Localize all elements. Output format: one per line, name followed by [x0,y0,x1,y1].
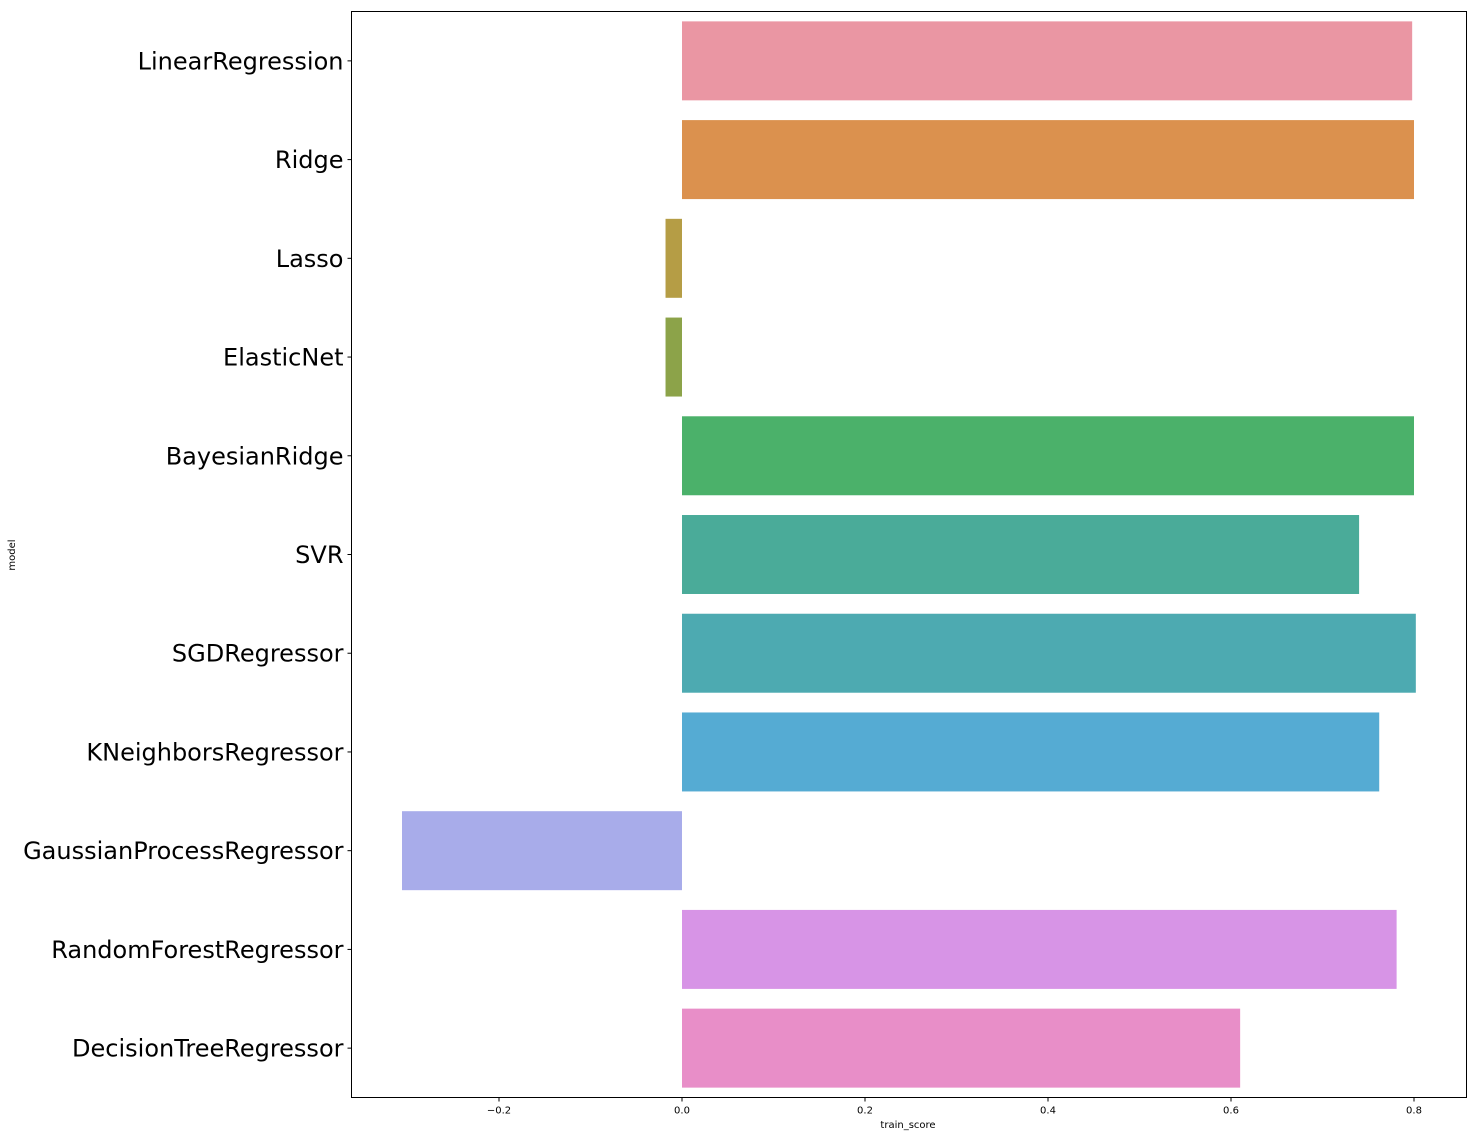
x-tick-label: 0.0 [674,1106,690,1117]
category-label: SVR [295,541,343,569]
category-label: GaussianProcessRegressor [23,837,344,865]
bar-Lasso [665,218,682,298]
x-tick-label: −0.2 [487,1106,511,1117]
category-label: LinearRegression [138,47,344,75]
bar-SVR [682,515,1360,594]
category-label: ElasticNet [223,344,343,372]
category-label: RandomForestRegressor [51,936,343,964]
bar-SGDRegressor [682,613,1416,693]
x-tick-label: 0.8 [1406,1106,1422,1117]
bar-Ridge [682,120,1414,200]
bar-RandomForestRegressor [682,909,1397,989]
category-label: Ridge [275,146,344,174]
category-label: BayesianRidge [166,442,344,470]
category-label: SGDRegressor [172,640,344,668]
bar-DecisionTreeRegressor [682,1008,1241,1088]
bar-GaussianProcessRegressor [402,811,682,891]
bar-ElasticNet [665,317,682,397]
x-ticks: −0.2 0.0 0.2 0.4 0.6 0.8 [487,1097,1422,1117]
category-labels: LinearRegression Ridge Lasso ElasticNet Baye… [23,47,352,1063]
bar-BayesianRidge [682,416,1414,496]
category-label: DecisionTreeRegressor [72,1035,344,1063]
bars-layer [402,21,1416,1088]
category-label: KNeighborsRegressor [86,738,343,766]
x-axis-title: train_score [880,1120,935,1131]
bar-KNeighborsRegressor [682,712,1380,792]
x-tick-label: 0.4 [1040,1106,1056,1117]
y-axis-title: model [7,539,18,570]
bar-LinearRegression [682,21,1413,101]
x-tick-label: 0.2 [857,1106,873,1117]
plot-frame [351,11,1467,1098]
x-tick-label: 0.6 [1223,1106,1239,1117]
category-label: Lasso [276,245,344,273]
